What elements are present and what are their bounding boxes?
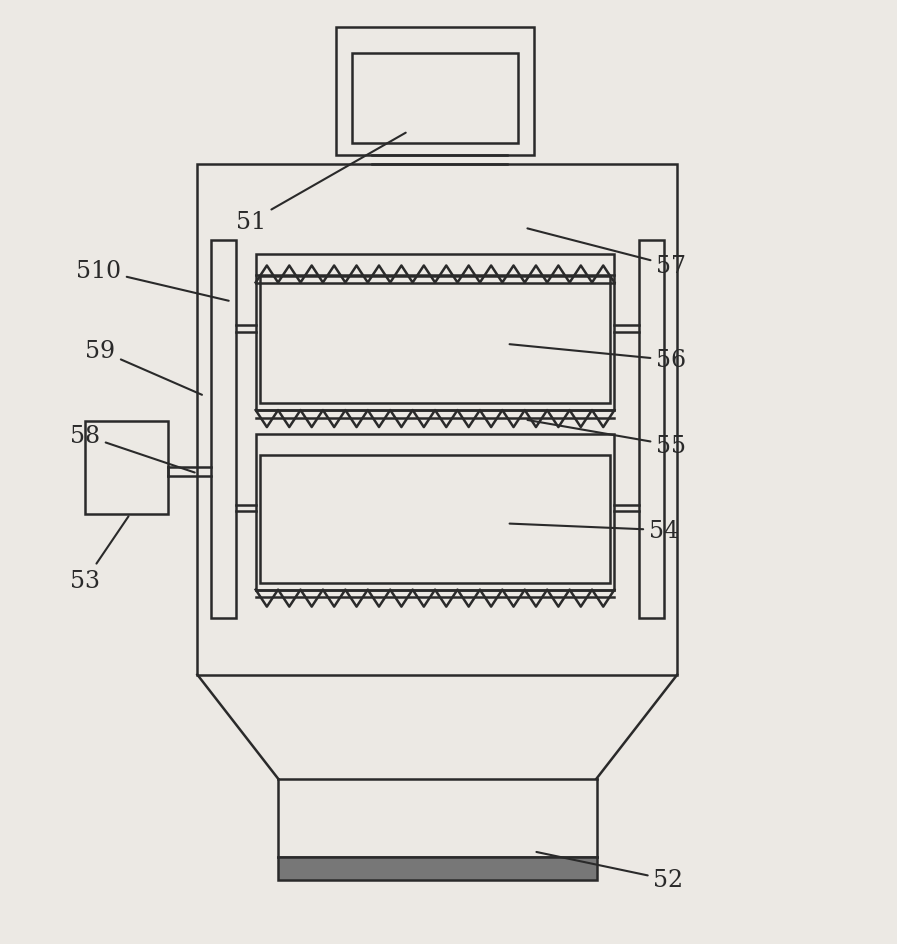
Text: 57: 57: [527, 229, 686, 278]
Bar: [278, 857, 597, 880]
Text: 58: 58: [70, 425, 195, 473]
Text: 51: 51: [236, 133, 405, 233]
Bar: [352, 54, 518, 143]
Bar: [85, 422, 168, 514]
Bar: [336, 28, 534, 156]
Bar: [260, 456, 610, 583]
Bar: [260, 277, 610, 404]
Bar: [211, 241, 236, 618]
Text: 59: 59: [85, 340, 202, 396]
Bar: [256, 255, 614, 411]
Text: 52: 52: [536, 852, 684, 891]
Text: 56: 56: [509, 345, 686, 372]
Bar: [639, 241, 664, 618]
Text: 54: 54: [509, 519, 679, 542]
Text: 55: 55: [527, 421, 686, 457]
Text: 53: 53: [70, 516, 128, 592]
Text: 510: 510: [76, 260, 229, 301]
Bar: [256, 434, 614, 590]
Bar: [197, 165, 677, 675]
